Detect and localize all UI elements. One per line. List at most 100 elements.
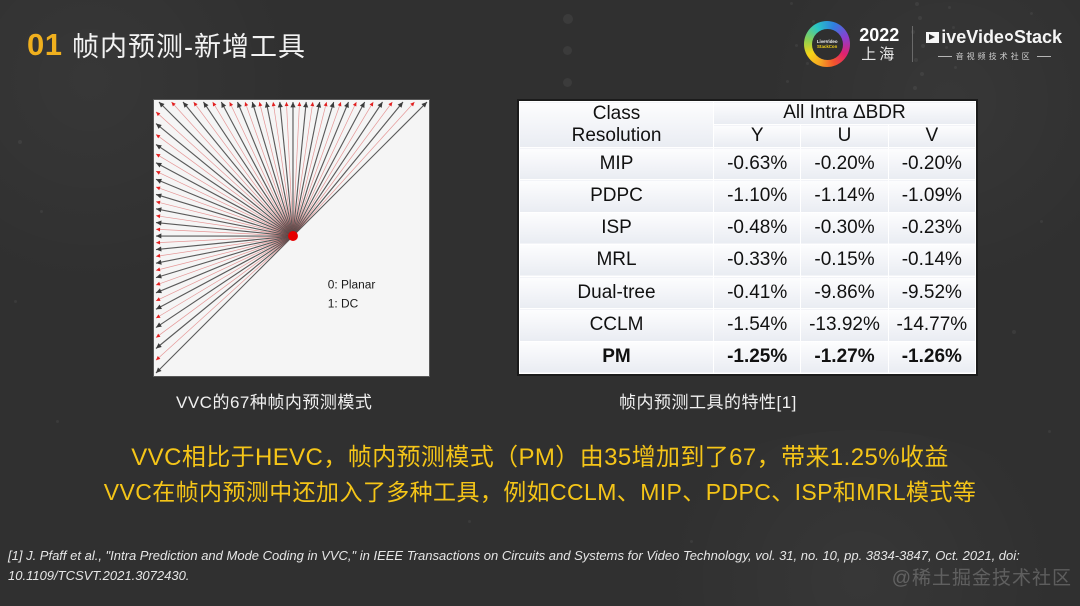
vvc-mode-ray <box>155 134 294 237</box>
hevc-mode-ray <box>155 162 294 237</box>
ray-arrowhead <box>155 162 162 168</box>
ray-arrowhead <box>303 101 309 108</box>
vvc-mode-ray <box>155 235 294 319</box>
ray-arrowhead <box>377 101 383 108</box>
cell-v: -1.26% <box>887 340 977 375</box>
table-row: MRL -0.33% -0.15% -0.14% <box>519 243 977 278</box>
cell-v: -9.52% <box>887 276 977 310</box>
ray-arrowhead <box>221 101 227 108</box>
cell-v: -1.09% <box>887 179 977 213</box>
ray-arrowhead <box>316 101 322 108</box>
cell-u: -0.30% <box>800 211 889 245</box>
hevc-mode-ray <box>158 101 294 237</box>
ray-arrowhead <box>264 101 270 108</box>
ray-arrowhead <box>344 101 349 108</box>
vvc-mode-ray <box>155 235 294 257</box>
brand-mid: iveVide <box>941 26 1004 47</box>
ray-arrowhead <box>329 101 335 108</box>
ring-label-line2: StackCon <box>817 44 838 49</box>
livevideostack-wordmark: iveVide Stack 音视频技术社区 <box>926 27 1062 62</box>
hevc-mode-ray <box>182 101 294 237</box>
ray-arrowhead <box>337 101 342 107</box>
vvc-mode-ray <box>292 101 393 237</box>
dc-label: 1: DC <box>328 296 359 310</box>
vvc-mode-ray <box>155 201 294 237</box>
cell-u: -9.86% <box>800 276 889 310</box>
table-row: PDPC -1.10% -1.14% -1.09% <box>519 179 977 213</box>
ray-arrowhead <box>155 200 161 205</box>
vvc-mode-ray <box>155 235 294 286</box>
cell-u: -0.20% <box>800 146 889 181</box>
ring-label-line1: LiveVideo <box>816 39 838 44</box>
ray-arrowhead <box>244 101 249 107</box>
table-row: PM -1.25% -1.27% -1.26% <box>519 340 977 375</box>
logo-city: 上海 <box>861 46 898 63</box>
row-name: CCLM <box>519 308 714 342</box>
header-col-y: Y <box>712 124 802 148</box>
cell-y: -1.10% <box>712 179 802 213</box>
vvc-mode-ray <box>292 101 342 237</box>
ray-arrowhead <box>155 153 161 158</box>
vvc-mode-ray <box>155 170 294 237</box>
header-class-line1: Class <box>592 102 641 124</box>
brand-sub-rule-left <box>937 55 952 57</box>
ray-arrowhead <box>155 367 162 374</box>
hevc-mode-ray <box>292 101 307 237</box>
ray-arrowhead <box>155 171 161 175</box>
cell-u: -1.14% <box>800 179 889 213</box>
hevc-mode-ray <box>155 235 294 279</box>
ray-arrowhead <box>155 233 162 239</box>
hevc-mode-ray <box>251 101 294 237</box>
table-header-row-2: Y U V <box>520 124 977 148</box>
row-name: Dual-tree <box>519 276 714 310</box>
ray-arrowhead <box>359 101 365 108</box>
vvc-mode-ray <box>155 215 294 237</box>
table-row: ISP -0.48% -0.30% -0.23% <box>519 211 977 245</box>
ray-arrowhead <box>388 101 393 107</box>
cell-y: -0.33% <box>712 243 802 278</box>
row-name: ISP <box>519 211 714 245</box>
vvc-mode-ray <box>292 101 415 237</box>
header-resolution-line2: Resolution <box>571 124 662 146</box>
section-number: 01 <box>27 27 63 62</box>
ray-arrowhead <box>258 101 263 107</box>
hevc-mode-ray <box>155 221 294 237</box>
brand-post: Stack <box>1013 26 1062 47</box>
ray-arrowhead <box>155 207 162 213</box>
ray-arrowhead <box>155 322 162 328</box>
ray-arrowhead <box>155 281 161 286</box>
table-row: MIP -0.63% -0.20% -0.20% <box>519 146 977 181</box>
ray-arrowhead <box>410 101 415 107</box>
row-name: MIP <box>519 146 714 181</box>
vvc-mode-ray <box>155 228 294 237</box>
table-body: MIP -0.63% -0.20% -0.20% PDPC -1.10% -1.14% -1.… <box>519 146 977 375</box>
rays-origin <box>288 231 298 241</box>
hevc-mode-ray <box>202 101 294 237</box>
cell-y: -0.41% <box>712 276 802 310</box>
cell-y: -0.63% <box>712 146 802 181</box>
conference-logo: LiveVideo StackCon 2022 上海 iveVide Stack … <box>804 18 1062 70</box>
vvc-mode-ray <box>155 111 294 237</box>
ray-arrowhead <box>212 101 217 107</box>
vvc-mode-ray <box>155 235 294 271</box>
summary-line-1: VVC相比于HEVC，帧内预测模式（PM）由35增加到了67，带来1.25%收益 <box>131 444 949 471</box>
ray-arrowhead <box>155 297 161 301</box>
ray-arrowhead <box>155 178 162 184</box>
ray-arrowhead <box>155 220 162 226</box>
ray-arrowhead <box>277 101 283 108</box>
vvc-mode-ray <box>212 101 294 237</box>
vvc-mode-ray <box>193 101 294 237</box>
intra-modes-diagram: 0: Planar 1: DC <box>154 100 429 376</box>
brand-subtitle: 音视频技术社区 <box>955 51 1033 61</box>
summary-text: VVC相比于HEVC，帧内预测模式（PM）由35增加到了67，带来1.25%收益… <box>0 443 1080 507</box>
ray-arrowhead <box>290 101 296 108</box>
vvc-mode-ray <box>259 101 294 237</box>
vvc-mode-ray <box>272 101 294 237</box>
reference-footnote: [1] J. Pfaff et al., "Intra Prediction a… <box>8 548 1020 583</box>
ray-arrowhead <box>397 101 403 108</box>
ray-arrowhead <box>155 273 162 279</box>
vvc-mode-ray <box>286 101 294 237</box>
vvc-mode-ray <box>155 235 294 302</box>
planar-label: 0: Planar <box>328 278 376 292</box>
vvc-mode-ray <box>171 101 294 237</box>
